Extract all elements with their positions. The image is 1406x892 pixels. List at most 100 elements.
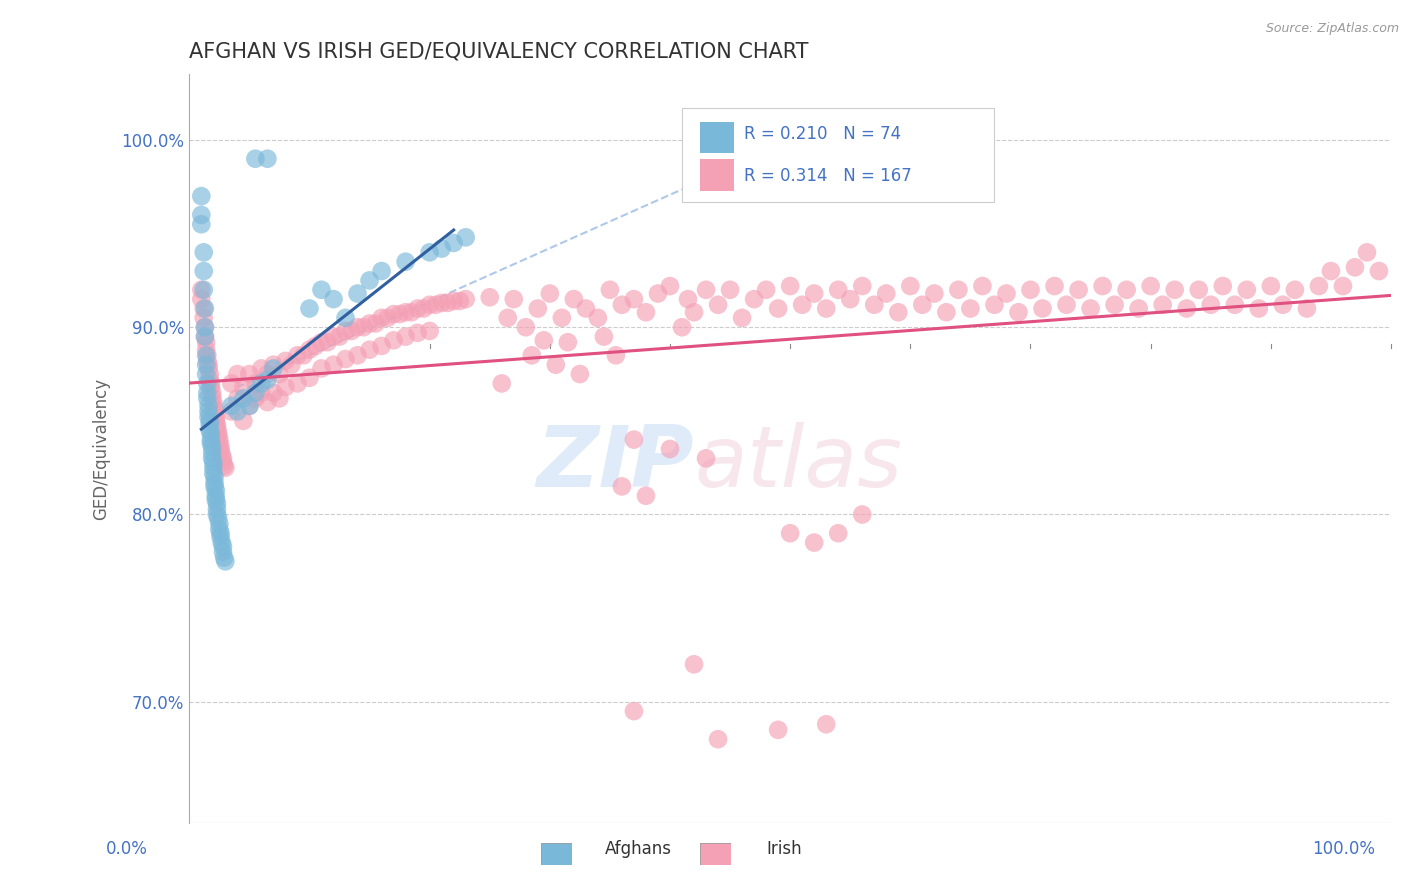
Point bbox=[202, 395, 225, 409]
Point bbox=[425, 298, 447, 312]
Point bbox=[863, 298, 886, 312]
Point bbox=[1199, 298, 1222, 312]
Point bbox=[478, 290, 501, 304]
Point bbox=[623, 433, 645, 447]
Point bbox=[232, 392, 254, 406]
Point bbox=[394, 305, 416, 319]
Text: Irish: Irish bbox=[766, 840, 801, 858]
Point bbox=[195, 376, 218, 391]
Point bbox=[194, 320, 217, 334]
Point bbox=[209, 440, 232, 454]
Point bbox=[1236, 283, 1258, 297]
Point bbox=[195, 392, 218, 406]
Point bbox=[280, 358, 302, 372]
Point bbox=[377, 310, 399, 325]
Point bbox=[538, 286, 561, 301]
Point bbox=[204, 492, 226, 507]
Point bbox=[212, 458, 235, 473]
Point bbox=[419, 245, 441, 260]
Point bbox=[1115, 283, 1137, 297]
Point bbox=[238, 367, 260, 381]
Point bbox=[659, 442, 682, 456]
Point bbox=[212, 539, 235, 553]
Point bbox=[209, 443, 232, 458]
Point bbox=[1368, 264, 1391, 278]
Point bbox=[1284, 283, 1306, 297]
Point bbox=[766, 723, 789, 737]
Text: Afghans: Afghans bbox=[605, 840, 672, 858]
Point bbox=[262, 358, 284, 372]
Point bbox=[232, 414, 254, 428]
Point bbox=[1188, 283, 1211, 297]
Point bbox=[193, 301, 215, 316]
Point bbox=[779, 526, 801, 541]
Point bbox=[204, 410, 226, 425]
Point bbox=[311, 283, 333, 297]
Point bbox=[195, 343, 218, 357]
Point bbox=[194, 329, 217, 343]
Point bbox=[634, 489, 657, 503]
Point bbox=[430, 242, 453, 256]
Point bbox=[972, 279, 994, 293]
Point bbox=[205, 417, 228, 432]
Point bbox=[815, 301, 838, 316]
Point bbox=[207, 429, 229, 443]
Point bbox=[226, 392, 249, 406]
Point bbox=[201, 440, 224, 454]
Point bbox=[205, 421, 228, 435]
Point bbox=[898, 279, 921, 293]
Text: AFGHAN VS IRISH GED/EQUIVALENCY CORRELATION CHART: AFGHAN VS IRISH GED/EQUIVALENCY CORRELAT… bbox=[190, 42, 808, 62]
Point bbox=[388, 307, 411, 321]
Point bbox=[340, 324, 363, 338]
Point bbox=[419, 324, 441, 338]
Point bbox=[209, 526, 232, 541]
Point bbox=[212, 545, 235, 559]
Point bbox=[526, 301, 548, 316]
Point bbox=[887, 305, 910, 319]
Point bbox=[346, 320, 368, 334]
FancyBboxPatch shape bbox=[682, 108, 994, 202]
Point bbox=[599, 283, 621, 297]
Point bbox=[238, 399, 260, 413]
Point bbox=[208, 516, 231, 531]
Point bbox=[212, 451, 235, 466]
Point bbox=[491, 376, 513, 391]
Point bbox=[200, 380, 222, 394]
Point bbox=[695, 451, 717, 466]
Point bbox=[204, 483, 226, 497]
Point bbox=[1007, 305, 1029, 319]
Point bbox=[335, 310, 357, 325]
Point bbox=[676, 292, 699, 306]
Point bbox=[1247, 301, 1270, 316]
Point bbox=[671, 320, 693, 334]
Point bbox=[364, 317, 387, 331]
Point bbox=[256, 373, 278, 387]
Point bbox=[214, 460, 236, 475]
Point bbox=[194, 301, 217, 316]
Point bbox=[190, 208, 212, 222]
Point bbox=[839, 292, 862, 306]
Point bbox=[695, 283, 717, 297]
Point bbox=[449, 293, 471, 308]
Point bbox=[659, 279, 682, 293]
Point bbox=[245, 152, 267, 166]
Point bbox=[245, 385, 267, 400]
Point bbox=[911, 298, 934, 312]
Point bbox=[1163, 283, 1185, 297]
Point bbox=[204, 414, 226, 428]
Point bbox=[443, 235, 465, 250]
Point bbox=[238, 399, 260, 413]
Point bbox=[287, 348, 309, 362]
Point bbox=[195, 354, 218, 368]
Point bbox=[707, 298, 730, 312]
Point bbox=[208, 433, 231, 447]
Point bbox=[274, 354, 297, 368]
Point bbox=[201, 446, 224, 460]
Point bbox=[250, 361, 273, 376]
Point bbox=[204, 479, 226, 493]
Point bbox=[205, 496, 228, 510]
Text: R = 0.210   N = 74: R = 0.210 N = 74 bbox=[745, 126, 901, 144]
Point bbox=[269, 367, 291, 381]
Point bbox=[851, 508, 873, 522]
Point bbox=[200, 427, 222, 442]
